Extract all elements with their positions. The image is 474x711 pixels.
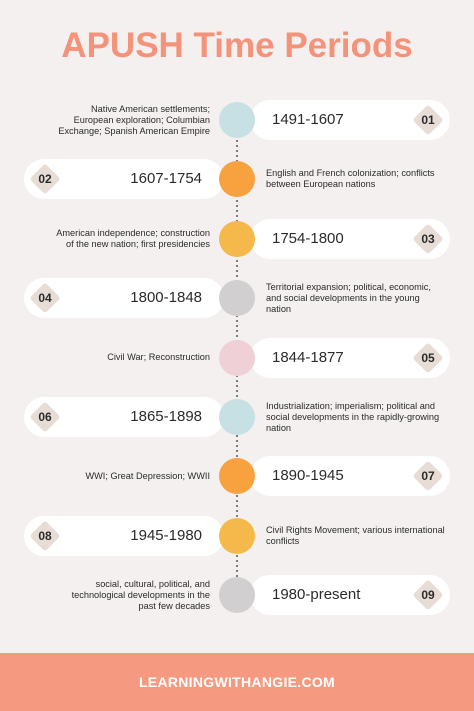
timeline-circle [219, 517, 255, 554]
period-years: 1491-1607 [272, 111, 344, 128]
timeline-circle [219, 220, 255, 257]
title: APUSH Time Periods [61, 26, 413, 65]
period-years: 1844-1877 [272, 348, 344, 366]
period-years: 1800-1848 [130, 289, 202, 307]
period-number: 06 [38, 410, 52, 424]
period-description: Civil Rights Movement; various internati… [266, 524, 445, 546]
period-number: 02 [38, 172, 52, 187]
period-description: Civil War; Reconstruction [107, 352, 210, 363]
period-years: 1607-1754 [130, 170, 202, 188]
period-description: Industrialization; imperialism; politica… [266, 400, 440, 433]
timeline-circle [219, 102, 255, 138]
period-number: 05 [421, 350, 435, 365]
period-description: English and French colonization; conflic… [266, 168, 435, 190]
period-number: 04 [38, 291, 52, 306]
period-years: 1890-1945 [272, 467, 344, 485]
period-number: 03 [421, 231, 435, 246]
period-years: 1754-1800 [272, 229, 344, 247]
period-description: WWI; Great Depression; WWII [85, 470, 210, 481]
period-number: 01 [421, 113, 435, 127]
period-years: 1945-1980 [130, 526, 202, 544]
timeline-circle [219, 339, 255, 376]
period-years: 1980-present [272, 586, 361, 604]
period-description: American independence; construction of t… [56, 227, 210, 249]
period-description: Native American settlements; European ex… [58, 103, 210, 136]
timeline-circle [219, 399, 255, 435]
period-number: 09 [421, 588, 435, 603]
footer: LEARNINGWITHANGIE.COM [0, 653, 474, 711]
period-years: 1865-1898 [130, 408, 202, 425]
period-description: social, cultural, political, and technol… [71, 578, 210, 611]
timeline-circle [219, 577, 255, 614]
timeline-circle [219, 280, 255, 317]
period-number: 07 [421, 469, 435, 484]
timeline-circle [219, 161, 255, 198]
period-description: Territorial expansion; political, econom… [266, 281, 431, 314]
timeline-circle [219, 458, 255, 495]
period-number: 08 [38, 528, 52, 543]
